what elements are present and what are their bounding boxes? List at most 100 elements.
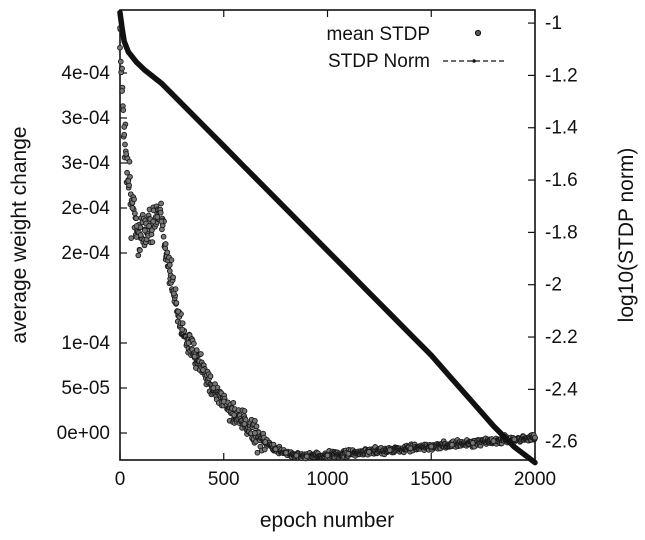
mean-stdp-point — [160, 233, 167, 240]
y-right-tick-label: -1 — [545, 13, 562, 34]
mean-stdp-point — [150, 218, 157, 225]
y-right-tick-label: -1.2 — [545, 65, 578, 86]
mean-stdp-point — [252, 430, 258, 436]
y-right-axis-ticks: -1 -1.2 -1.4 -1.6 -1.8 -2 -2.2 -2.4 -2.6 — [528, 13, 578, 453]
stdp-norm-point — [326, 249, 329, 253]
legend-marker-mean-stdp — [474, 29, 482, 37]
mean-stdp-point — [386, 447, 393, 453]
mean-stdp-point — [252, 417, 258, 424]
x-tick-label: 1000 — [306, 469, 348, 490]
stdp-norm-point — [160, 81, 163, 85]
mean-stdp-point — [293, 452, 300, 459]
mean-stdp-point — [511, 436, 518, 443]
stdp-norm-point — [492, 424, 495, 428]
legend-marker-stdp-norm — [472, 59, 476, 63]
stdp-norm-point — [429, 353, 433, 357]
mean-stdp-point — [126, 158, 133, 165]
mean-stdp-point — [117, 44, 123, 51]
y-left-tick-label: 0e+00 — [57, 423, 110, 444]
mean-stdp-point — [210, 385, 217, 391]
y-right-tick-label: -1.4 — [545, 118, 578, 139]
x-tick-label: 1500 — [410, 469, 452, 490]
legend-label-mean-stdp: mean STDP — [327, 24, 430, 45]
mean-stdp-point — [198, 351, 204, 357]
y-right-tick-label: -2 — [545, 275, 562, 296]
y-left-axis-ticks: 4e-04 3e-04 3e-04 2e-04 2e-04 1e-04 5e-05 0e+00 — [57, 63, 127, 444]
mean-stdp-point — [133, 223, 140, 229]
y-right-axis-title: log10(STDP norm) — [615, 148, 638, 323]
mean-stdp-point — [173, 300, 180, 306]
x-tick-label: 2000 — [514, 469, 556, 490]
stdp-norm-point — [120, 26, 124, 30]
mean-stdp-point — [469, 440, 476, 446]
mean-stdp-point — [120, 107, 127, 113]
mean-stdp-point — [142, 227, 148, 234]
y-left-tick-label: 4e-04 — [61, 63, 110, 84]
mean-stdp-point — [200, 367, 206, 373]
y-left-tick-label: 2e-04 — [61, 243, 110, 264]
mean-stdp-point — [230, 399, 237, 406]
mean-stdp-point — [121, 124, 128, 130]
mean-stdp-point — [345, 450, 352, 457]
mean-stdp-point — [179, 326, 186, 333]
y-left-tick-label: 3e-04 — [61, 108, 110, 129]
mean-stdp-point — [207, 373, 214, 380]
mean-stdp-point — [135, 252, 142, 259]
stdp-norm-point — [122, 39, 126, 43]
mean-stdp-point — [121, 131, 128, 138]
mean-stdp-point — [137, 247, 143, 254]
y-left-tick-label: 5e-05 — [61, 378, 110, 399]
x-axis-title: epoch number — [260, 509, 394, 532]
stdp-norm-point — [180, 102, 184, 106]
stdp-norm-point — [126, 50, 130, 54]
x-tick-label: 0 — [115, 469, 126, 490]
stdp-norm-point — [471, 400, 475, 404]
mean-stdp-point — [137, 232, 144, 238]
mean-stdp-point — [164, 249, 171, 256]
mean-stdp-point — [149, 239, 156, 245]
mean-stdp-point — [132, 210, 138, 217]
mean-stdp-point — [162, 241, 169, 247]
x-axis-ticks: 0 500 1000 1500 2000 — [115, 10, 556, 490]
stdp-norm-point — [367, 291, 371, 295]
y-right-tick-label: -2.4 — [545, 379, 578, 400]
stdp-norm-point — [135, 60, 139, 64]
y-right-tick-label: -2.6 — [545, 432, 578, 453]
mean-stdp-point — [490, 438, 497, 444]
mean-stdp-series — [117, 25, 538, 462]
y-right-tick-label: -1.6 — [545, 170, 578, 191]
mean-stdp-point — [146, 223, 152, 229]
mean-stdp-point — [119, 65, 125, 72]
mean-stdp-point — [191, 353, 198, 360]
mean-stdp-point — [428, 443, 435, 450]
stdp-norm-point — [263, 186, 267, 190]
mean-stdp-point — [119, 88, 125, 94]
mean-stdp-point — [253, 423, 260, 430]
mean-stdp-point — [241, 421, 248, 427]
x-tick-label: 500 — [208, 469, 240, 490]
mean-stdp-point — [170, 274, 176, 281]
mean-stdp-point — [175, 308, 181, 315]
stdp-norm-point — [512, 445, 516, 449]
stdp-norm-point — [201, 123, 205, 127]
mean-stdp-point — [158, 200, 164, 207]
mean-stdp-point — [261, 446, 268, 453]
mean-stdp-point — [123, 151, 130, 157]
mean-stdp-point — [262, 439, 269, 445]
mean-stdp-point — [129, 205, 136, 211]
mean-stdp-point — [272, 446, 279, 453]
mean-stdp-point — [124, 169, 130, 176]
stdp-norm-point — [388, 312, 392, 315]
mean-stdp-point — [191, 340, 197, 347]
stdp-norm-point — [284, 207, 288, 211]
legend-label-stdp-norm: STDP Norm — [328, 51, 430, 72]
mean-stdp-point — [128, 235, 135, 241]
stdp-norm-point — [533, 461, 537, 465]
y-left-axis-title: average weight change — [8, 126, 31, 343]
mean-stdp-point — [179, 320, 186, 327]
stdp-norm-point — [118, 11, 122, 15]
stdp-norm-point — [222, 144, 226, 148]
stdp-norm-point — [243, 165, 246, 169]
mean-stdp-point — [532, 434, 538, 441]
